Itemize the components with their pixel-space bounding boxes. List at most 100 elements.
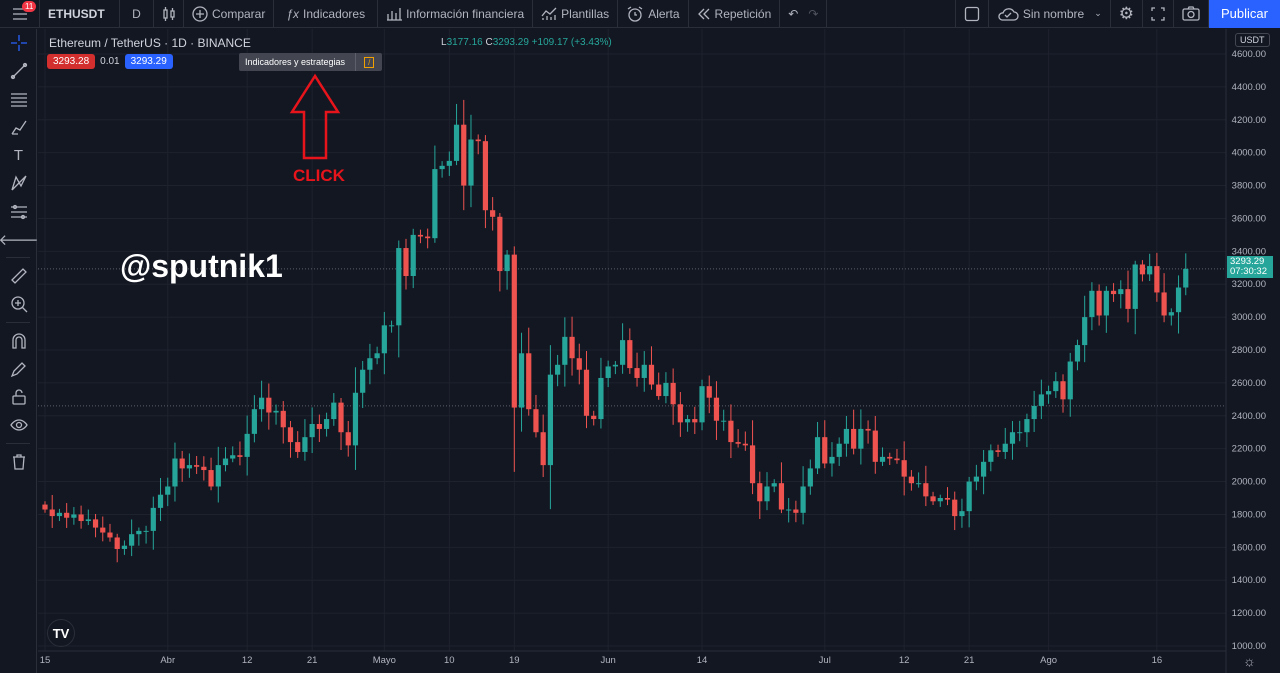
candle-body [490, 210, 496, 217]
alarm-clock-icon [627, 5, 643, 22]
candle-body [1089, 290, 1095, 318]
magnet-tool[interactable] [0, 327, 37, 355]
measure-lines-icon [10, 204, 27, 220]
icons-tool[interactable]: 🡐 [0, 225, 39, 253]
candle-body [605, 366, 611, 378]
candle-body [345, 432, 351, 446]
replay-button[interactable]: Repetición [689, 0, 781, 28]
change-value: +109.17 (+3.43%) [531, 37, 612, 48]
candle-body [656, 384, 662, 397]
sell-button[interactable]: 3293.28 [47, 54, 96, 69]
undo-icon[interactable]: ↶ [788, 6, 799, 21]
y-tick-label: 3800.00 [1232, 181, 1266, 192]
candle-body [663, 382, 669, 397]
brush-icon [10, 120, 27, 135]
y-tick-label: 3000.00 [1232, 312, 1266, 323]
symbol-search[interactable]: ETHUSDT [40, 0, 120, 28]
trash-icon [12, 454, 25, 470]
chevron-down-icon: ⌄ [1094, 8, 1102, 18]
fib-lines-icon [10, 93, 27, 107]
candle-body [1147, 266, 1153, 275]
hide-tool[interactable] [0, 411, 37, 439]
chart-type-button[interactable] [154, 0, 184, 28]
candle-body [793, 509, 799, 513]
stay-drawing-tool[interactable] [0, 355, 37, 383]
axis-settings-icon[interactable]: ☼ [1243, 653, 1256, 669]
alert-button[interactable]: Alerta [618, 0, 689, 28]
currency-label[interactable]: USDT [1235, 33, 1270, 47]
x-tick-label: 15 [40, 655, 51, 666]
compare-button[interactable]: Comparar [184, 0, 275, 28]
candle-body [598, 377, 604, 420]
candle-body [814, 437, 821, 469]
camera-icon [1182, 6, 1200, 21]
candle-body [583, 369, 590, 416]
replay-icon [697, 8, 710, 19]
candle-body [533, 409, 539, 433]
publish-button[interactable]: Publicar [1209, 0, 1280, 28]
tradingview-logo[interactable]: TV [47, 619, 75, 647]
candle-body [107, 532, 113, 538]
x-tick-label: Mayo [373, 655, 396, 666]
brush-tool[interactable] [0, 113, 37, 141]
shortcut-key: / [364, 56, 375, 68]
drawing-toolbar: T 🡐 [0, 29, 39, 673]
candle-body [432, 169, 438, 239]
candle-body [612, 364, 618, 367]
candle-body [42, 504, 48, 510]
y-tick-label: 4600.00 [1232, 49, 1266, 60]
trendline-tool[interactable] [0, 57, 37, 85]
x-tick-label: 19 [509, 655, 520, 666]
candle-body [381, 325, 387, 354]
candle-body [136, 530, 142, 535]
y-tick-label: 1400.00 [1232, 575, 1266, 586]
candle-body [280, 410, 286, 428]
candle-body [930, 496, 936, 502]
candle-body [937, 498, 943, 502]
bar-countdown: 07:30:32 [1230, 266, 1267, 277]
fib-tool[interactable] [0, 85, 37, 113]
candle-body [807, 468, 813, 487]
divider [6, 322, 30, 323]
x-tick-label: 21 [307, 655, 318, 666]
candle-body [1161, 292, 1167, 316]
indicators-button[interactable]: ƒx Indicadores [274, 0, 379, 28]
buy-button[interactable]: 3293.29 [124, 54, 173, 69]
interval-button[interactable]: D [120, 0, 154, 28]
lock-tool[interactable] [0, 383, 37, 411]
candle-body [879, 456, 886, 462]
prediction-tool[interactable] [0, 197, 37, 225]
ohlc-values: L3177.16 C3293.29 +109.17 (+3.43%) [441, 37, 612, 48]
candle-body [129, 534, 135, 546]
candle-body [287, 427, 294, 443]
y-tick-label: 3600.00 [1232, 213, 1266, 224]
settings-button[interactable]: ⚙ [1111, 0, 1143, 28]
candle-body [100, 527, 106, 533]
delete-tool[interactable] [0, 448, 37, 476]
candle-body [692, 419, 698, 423]
fullscreen-button[interactable] [1143, 0, 1174, 28]
pattern-tool[interactable] [0, 169, 37, 197]
redo-icon[interactable]: ↷ [808, 6, 819, 21]
save-layout-button[interactable]: Sin nombre ⌄ [989, 0, 1111, 28]
candle-body [865, 428, 871, 431]
candle-body [641, 364, 647, 378]
candle-body [721, 420, 727, 422]
financials-button[interactable]: Información financiera [378, 0, 534, 28]
undo-redo: ↶ ↷ [780, 0, 828, 28]
snapshot-button[interactable] [1174, 0, 1209, 28]
candle-body [591, 415, 597, 420]
templates-button[interactable]: Plantillas [533, 0, 619, 28]
layout-button[interactable] [954, 0, 989, 28]
candle-body [800, 486, 806, 513]
candle-body [858, 428, 864, 449]
ruler-tool[interactable] [0, 262, 37, 290]
candle-body [92, 519, 99, 528]
candle-body [1009, 432, 1016, 444]
zoom-tool[interactable] [0, 290, 37, 318]
menu-button[interactable]: 11 [0, 0, 40, 28]
crosshair-tool[interactable] [0, 29, 37, 57]
text-tool[interactable]: T [0, 141, 37, 169]
candle-body [504, 254, 510, 272]
